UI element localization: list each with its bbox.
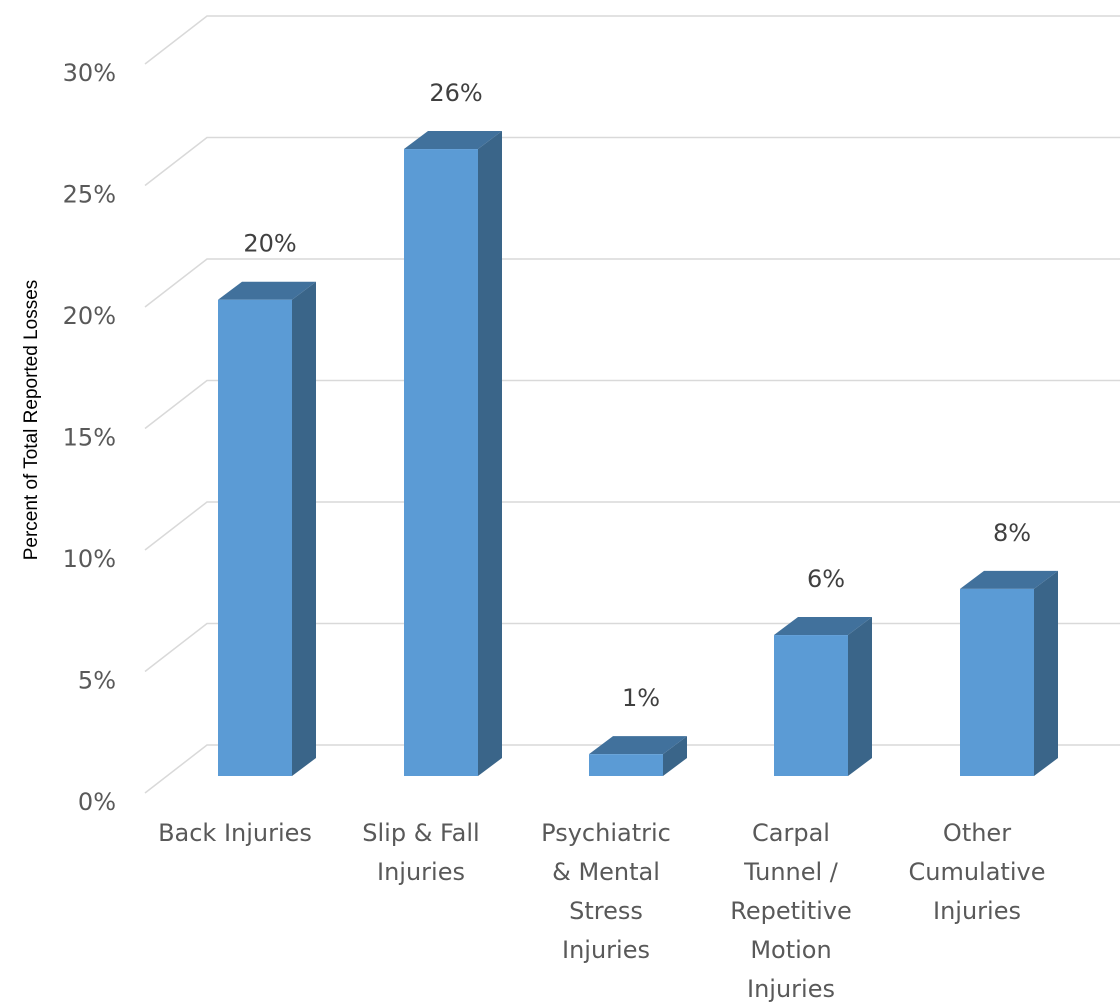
gridlines bbox=[144, 15, 1120, 794]
category-label: Slip & Fall Injuries bbox=[362, 819, 479, 886]
bar-top bbox=[404, 131, 502, 150]
gridline bbox=[144, 15, 1120, 65]
y-axis-title: Percent of Total Reported Losses bbox=[21, 280, 42, 561]
bar-side bbox=[1034, 570, 1058, 776]
bar-top bbox=[218, 281, 316, 300]
data-label: 6% bbox=[807, 565, 845, 593]
y-tick-label: 10% bbox=[63, 545, 116, 573]
data-label: 8% bbox=[993, 519, 1031, 547]
data-labels: 20% 26% 1% 6% 8% bbox=[243, 79, 1031, 712]
y-tick-label: 30% bbox=[63, 59, 116, 87]
y-tick-label: 5% bbox=[78, 667, 116, 695]
y-tick-label: 0% bbox=[78, 788, 116, 816]
bar-top bbox=[589, 736, 687, 755]
bar bbox=[960, 570, 1058, 776]
category-label: Carpal Tunnel / Repetitive Motion Injuries bbox=[730, 819, 852, 1003]
y-tick-label: 20% bbox=[63, 302, 116, 330]
bar-front bbox=[774, 635, 848, 776]
category-labels: Back Injuries Slip & Fall Injuries Psychiat… bbox=[158, 819, 1045, 1003]
data-label: 20% bbox=[243, 230, 296, 258]
bar-side bbox=[848, 617, 872, 776]
data-label: 1% bbox=[622, 684, 660, 712]
gridline bbox=[144, 379, 1120, 430]
bar bbox=[218, 281, 316, 776]
bars bbox=[218, 131, 1058, 776]
bar-front bbox=[589, 754, 663, 776]
bar-side bbox=[478, 131, 502, 776]
bar-side bbox=[292, 281, 316, 776]
gridline bbox=[144, 501, 1120, 551]
category-label: Back Injuries bbox=[158, 819, 312, 847]
category-label: Other Cumulative Injuries bbox=[909, 819, 1046, 925]
category-label: Psychiatric & Mental Stress Injuries bbox=[541, 819, 671, 964]
bar-top bbox=[774, 617, 872, 636]
bar bbox=[774, 617, 872, 776]
data-label: 26% bbox=[429, 79, 482, 107]
gridline bbox=[144, 136, 1120, 187]
bar-front bbox=[218, 299, 292, 776]
gridline bbox=[144, 258, 1120, 308]
bar-front bbox=[404, 149, 478, 776]
y-tick-label: 15% bbox=[63, 424, 116, 452]
bar-top bbox=[960, 570, 1058, 589]
bar bbox=[404, 131, 502, 776]
bar-front bbox=[960, 588, 1034, 776]
y-tick-label: 25% bbox=[63, 181, 116, 209]
y-axis-ticks: 0% 5% 10% 15% 20% 25% 30% bbox=[63, 59, 116, 816]
bar-side bbox=[663, 736, 687, 776]
bar bbox=[589, 736, 687, 776]
